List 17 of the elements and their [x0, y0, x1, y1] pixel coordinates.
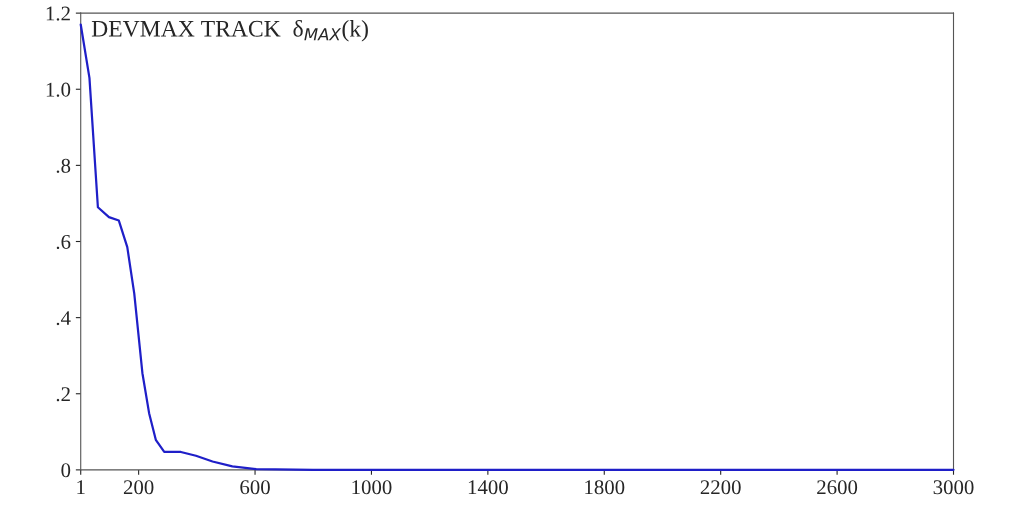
x-tick-label: 1 [77, 480, 85, 495]
y-tick-label: .8 [56, 158, 71, 173]
x-tick-label: 1400 [468, 480, 508, 495]
y-tick-label: .2 [56, 387, 70, 402]
chart-title: DEVMAX TRACK δ$_{MAX}$(k) [91, 19, 368, 42]
y-tick-label: 1.0 [46, 82, 71, 97]
y-tick-label: .4 [56, 311, 71, 326]
x-tick-label: 1800 [585, 480, 625, 495]
x-tick-label: 2600 [817, 480, 858, 495]
y-tick-label: .6 [56, 234, 71, 250]
x-tick-label: 3000 [933, 480, 974, 495]
x-tick-label: 600 [240, 480, 270, 495]
x-tick-label: 1000 [352, 480, 392, 495]
y-tick-label: 1.2 [46, 6, 70, 21]
x-tick-label: 200 [123, 480, 154, 495]
x-tick-label: 2200 [700, 480, 741, 495]
y-tick-label: 0 [61, 463, 71, 478]
